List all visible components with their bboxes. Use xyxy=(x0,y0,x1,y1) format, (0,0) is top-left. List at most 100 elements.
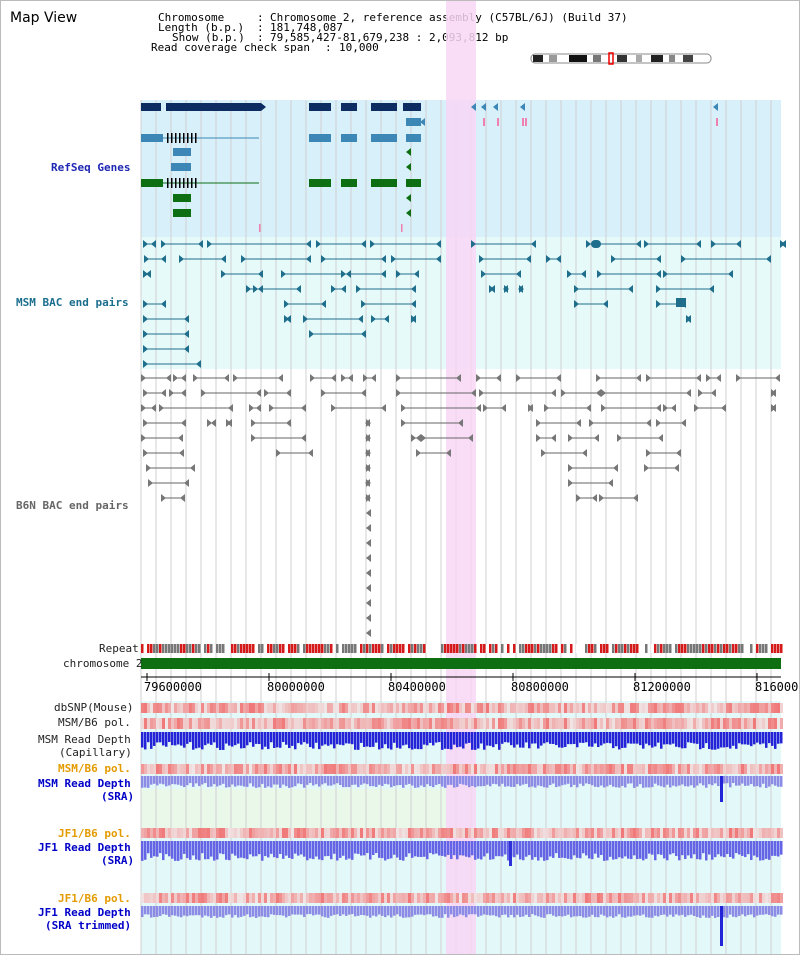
gene-exon xyxy=(183,133,185,143)
density-cell xyxy=(231,828,234,838)
read-depth-bar xyxy=(711,776,714,786)
repeat-element xyxy=(468,644,471,653)
density-cell xyxy=(519,828,522,838)
read-depth-bar xyxy=(270,906,273,915)
read-depth-bar xyxy=(741,906,744,915)
density-cell xyxy=(411,893,414,903)
read-depth-bar xyxy=(513,776,516,787)
density-cell xyxy=(453,764,456,774)
density-cell xyxy=(504,828,507,838)
density-cell xyxy=(564,893,567,903)
read-depth-bar xyxy=(294,732,297,750)
density-cell xyxy=(510,764,513,774)
bac-end-marker xyxy=(161,494,166,502)
read-depth-bar xyxy=(684,841,687,859)
density-cell xyxy=(453,893,456,903)
density-cell xyxy=(630,718,633,729)
density-cell xyxy=(141,893,144,903)
density-cell xyxy=(339,703,342,713)
density-cell xyxy=(384,828,387,838)
repeat-element xyxy=(552,644,555,653)
read-depth-bar xyxy=(144,841,147,860)
read-depth-bar xyxy=(678,776,681,786)
read-depth-bar xyxy=(669,776,672,788)
density-cell xyxy=(450,893,453,903)
read-depth-bar xyxy=(705,732,708,744)
read-depth-bar xyxy=(648,776,651,788)
density-cell xyxy=(510,703,513,713)
density-cell xyxy=(627,764,630,774)
read-depth-bar xyxy=(492,776,495,784)
density-cell xyxy=(546,718,549,729)
read-depth-bar xyxy=(735,906,738,918)
density-cell xyxy=(330,718,333,729)
density-cell xyxy=(573,893,576,903)
read-depth-bar xyxy=(537,906,540,917)
read-depth-bar xyxy=(438,776,441,784)
bac-end-marker xyxy=(278,374,283,382)
density-cell xyxy=(750,828,753,838)
read-depth-bar xyxy=(606,906,609,918)
read-depth-bar xyxy=(750,906,753,915)
density-cell xyxy=(225,764,228,774)
read-depth-bar xyxy=(765,906,768,915)
density-cell xyxy=(615,764,618,774)
density-cell xyxy=(705,703,708,713)
read-depth-bar xyxy=(744,776,747,786)
density-cell xyxy=(270,893,273,903)
repeat-element xyxy=(666,644,669,653)
density-cell xyxy=(510,893,513,903)
read-depth-bar xyxy=(327,776,330,786)
read-depth-bar xyxy=(750,841,753,860)
read-depth-bar xyxy=(690,776,693,786)
read-depth-bar xyxy=(627,906,630,917)
read-depth-bar xyxy=(408,906,411,918)
read-depth-bar xyxy=(516,776,519,785)
read-depth-bar xyxy=(576,841,579,858)
read-depth-bar xyxy=(621,906,624,918)
density-cell xyxy=(495,703,498,713)
density-cell xyxy=(588,764,591,774)
density-cell xyxy=(663,764,666,774)
density-cell xyxy=(465,893,468,903)
repeat-element xyxy=(348,644,351,653)
read-depth-bar xyxy=(150,776,153,785)
density-cell xyxy=(702,703,705,713)
read-depth-bar xyxy=(150,906,153,918)
read-depth-bar xyxy=(426,906,429,915)
repeat-element xyxy=(252,644,255,653)
density-cell xyxy=(609,764,612,774)
read-depth-bar xyxy=(264,776,267,788)
read-depth-bar xyxy=(162,732,165,746)
read-depth-bar xyxy=(312,841,315,860)
gene-exon xyxy=(406,179,421,187)
read-depth-bar xyxy=(528,776,531,788)
density-cell xyxy=(555,828,558,838)
density-cell xyxy=(420,718,423,729)
chromosome-bar xyxy=(141,658,781,669)
density-cell xyxy=(621,828,624,838)
density-cell xyxy=(327,893,330,903)
read-depth-bar xyxy=(753,906,756,918)
read-depth-bar xyxy=(147,906,150,915)
read-depth-bar xyxy=(645,776,648,788)
density-cell xyxy=(669,893,672,903)
density-cell xyxy=(738,718,741,729)
density-cell xyxy=(162,764,165,774)
density-cell xyxy=(189,893,192,903)
density-cell xyxy=(771,703,774,713)
read-depth-bar xyxy=(678,841,681,861)
bac-end-marker xyxy=(331,374,336,382)
density-cell xyxy=(666,893,669,903)
read-depth-bar xyxy=(318,841,321,860)
read-depth-bar xyxy=(654,776,657,784)
length-label: Length (b.p.) xyxy=(158,21,245,34)
density-cell xyxy=(408,764,411,774)
axis-tick-label: 80400000 xyxy=(388,680,446,694)
density-cell xyxy=(330,828,333,838)
read-depth-bar xyxy=(309,776,312,784)
read-depth-bar xyxy=(546,776,549,788)
read-depth-bar xyxy=(216,906,219,918)
density-cell xyxy=(753,764,756,774)
